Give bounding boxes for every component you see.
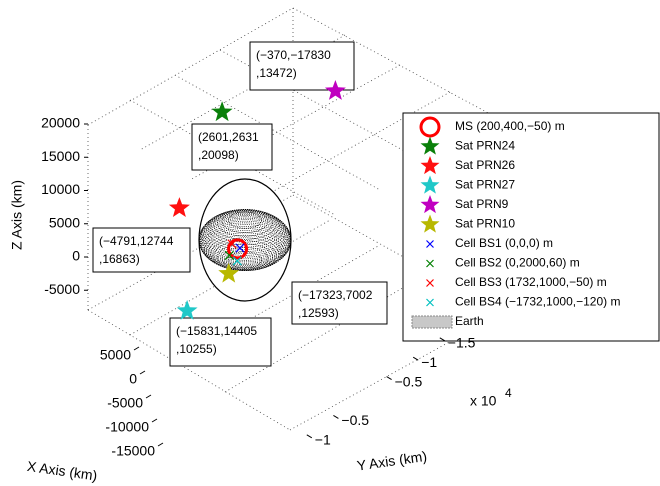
legend-label: Cell BS4 (−1732,1000,−120) m (455, 295, 620, 309)
annotation-text: (−15831,14405 (176, 324, 257, 338)
legend-label: Sat PRN10 (455, 217, 515, 231)
z-tick-label: 10000 (41, 181, 80, 197)
x-tick-label: -5000 (107, 395, 143, 411)
legend-label: Earth (455, 314, 484, 328)
legend-label: Cell BS3 (1732,1000,−50) m (455, 275, 607, 289)
annotation-text: (−4791,12744 (99, 234, 174, 248)
y-tick-label: −1 (315, 432, 331, 448)
y-tick-label: −1.5 (448, 335, 476, 351)
earth-body (199, 179, 291, 301)
x-axis-label: X Axis (km) (26, 458, 98, 484)
x-tick (146, 395, 151, 398)
annotation-text: ,20098) (198, 148, 239, 162)
marker-star (169, 197, 190, 217)
legend-label: Sat PRN27 (455, 178, 515, 192)
annotation-text: ,10255) (176, 342, 217, 356)
x-tick-label: 5000 (100, 347, 131, 363)
y-tick (387, 377, 392, 380)
annotation-text: ,13472) (256, 66, 297, 80)
marker-star (177, 300, 198, 320)
y-axis-label: Y Axis (km) (356, 448, 428, 474)
annotation-text: ,16863) (99, 252, 140, 266)
x-tick-label: -10000 (105, 419, 149, 435)
z-axis-label: Z Axis (km) (9, 180, 25, 250)
x-tick (140, 371, 145, 374)
annotation-text: (−17323,7002 (298, 288, 373, 302)
x-tick (158, 443, 163, 446)
x-tick (152, 419, 157, 422)
legend-label: MS (200,400,−50) m (455, 119, 565, 133)
marker-star (212, 101, 233, 121)
y-tick-label: −0.5 (395, 373, 423, 389)
legend-label: Cell BS1 (0,0,0) m (455, 236, 553, 250)
y-multiplier: x 10 (470, 393, 497, 409)
y-tick-label: −1 (421, 354, 437, 370)
legend: MS (200,400,−50) m Sat PRN24 Sat PRN26 Sat … (403, 113, 659, 341)
z-tick-label: -5000 (44, 281, 80, 297)
chart: Z Axis (km) X Axis (km) Y Axis (km) x 10… (0, 0, 660, 486)
y-tick (307, 435, 312, 438)
annotation-text: (2601,2631 (198, 130, 259, 144)
y-tick (333, 415, 338, 418)
legend-label: Sat PRN24 (455, 139, 515, 153)
z-tick-label: 15000 (41, 148, 80, 164)
y-tick-label: −0.5 (341, 412, 369, 428)
annotation-text: (−370,−17830 (256, 48, 331, 62)
y-exponent: 4 (505, 386, 512, 400)
x-tick-label: 0 (129, 371, 137, 387)
annotation-text: ,12593) (298, 306, 339, 320)
z-tick-label: 5000 (49, 214, 80, 230)
legend-label: Sat PRN26 (455, 158, 515, 172)
earth (199, 179, 291, 301)
y-tick (413, 357, 418, 360)
x-tick (134, 347, 139, 350)
legend-label: Cell BS2 (0,2000,60) m (455, 256, 580, 270)
x-tick-label: -15000 (111, 443, 155, 459)
z-tick-label: 0 (72, 248, 80, 264)
z-tick-label: 20000 (41, 115, 80, 131)
legend-earth-swatch (412, 316, 452, 328)
legend-label: Sat PRN9 (455, 197, 509, 211)
